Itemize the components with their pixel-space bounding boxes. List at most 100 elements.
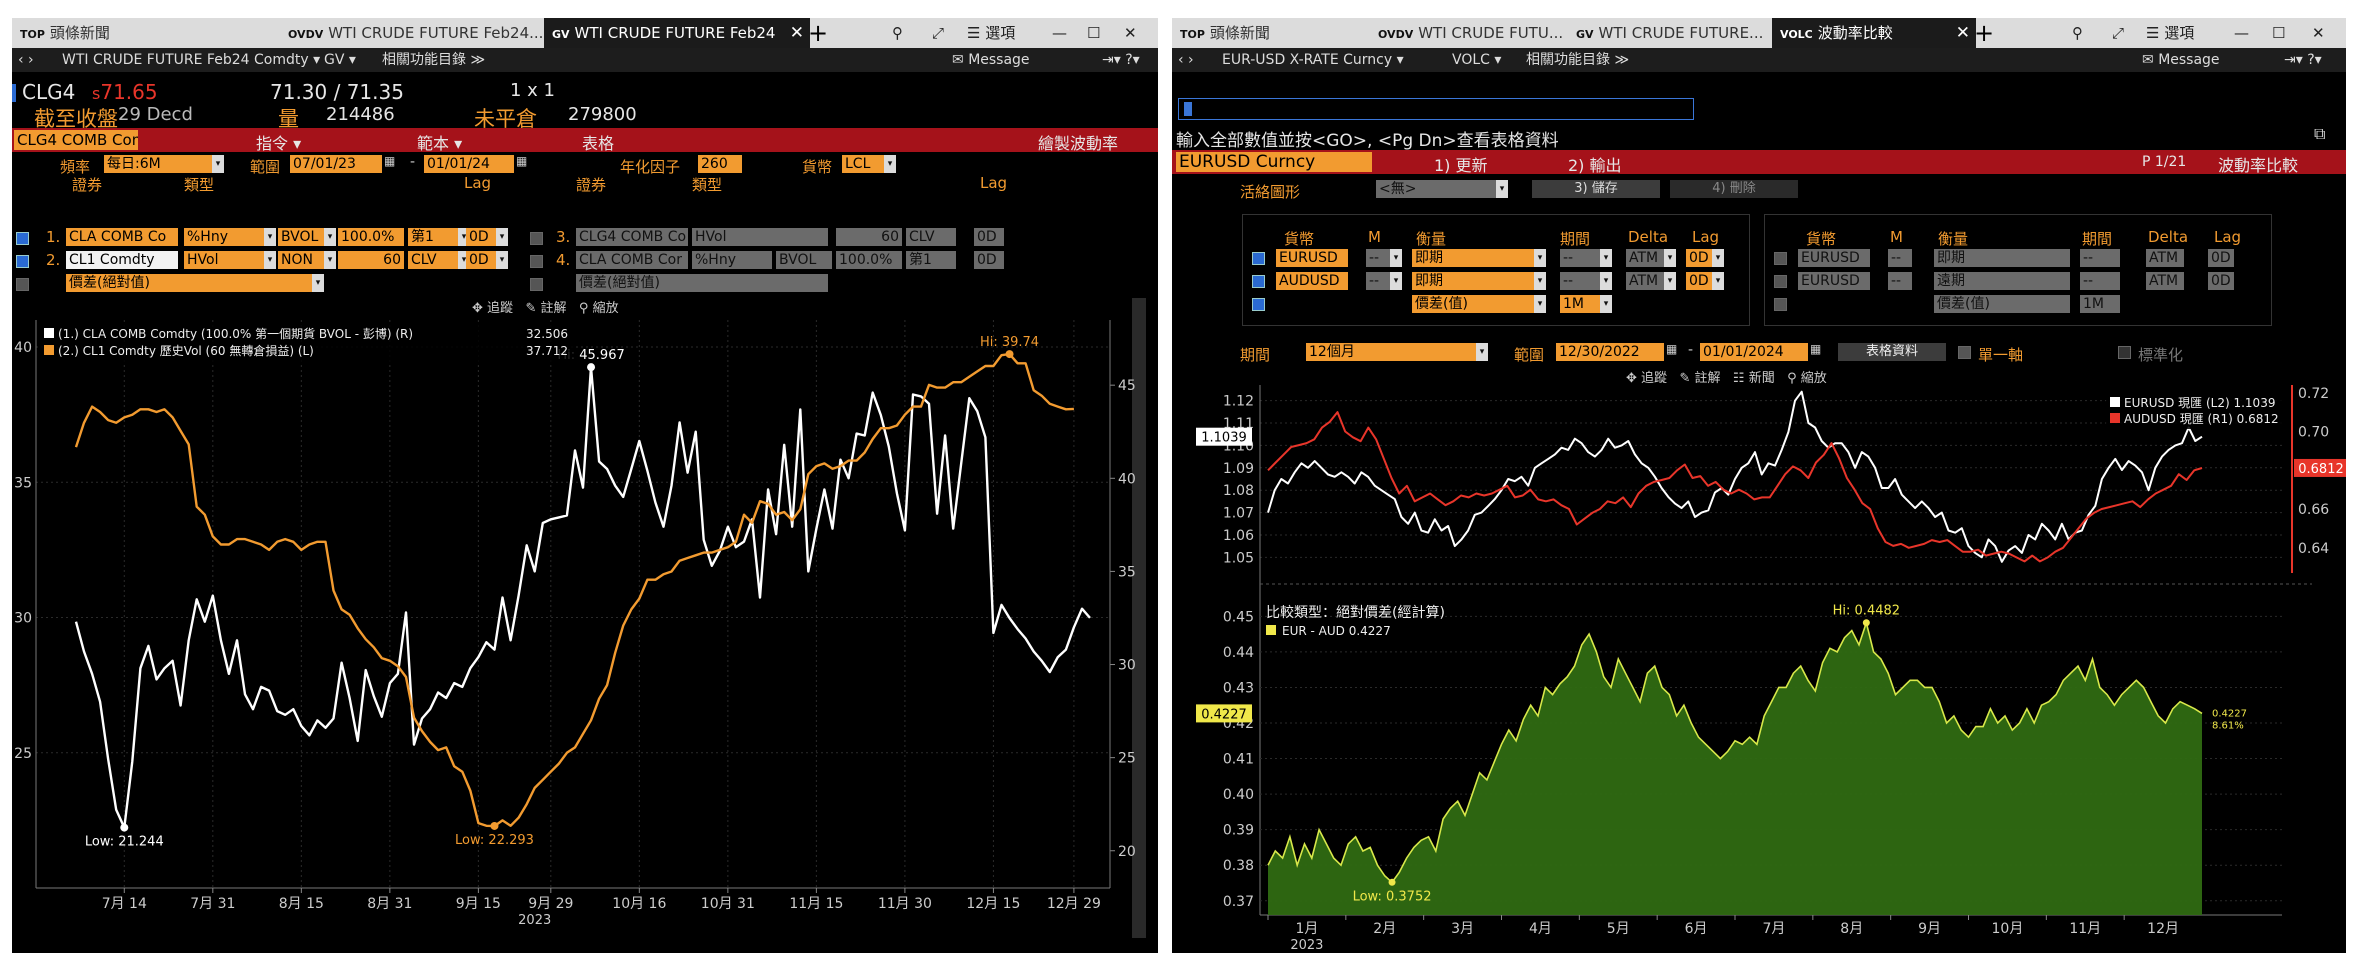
row-3-m[interactable]: -- <box>1888 249 1912 267</box>
tab-ovdv[interactable]: OVDV WTI CRUDE FUTURE Feb24... <box>288 24 544 42</box>
row-1-source[interactable]: BVOL <box>278 228 324 246</box>
maximize-icon[interactable]: ☐ <box>2272 24 2286 42</box>
table-menu[interactable]: 表格 <box>582 134 615 153</box>
dropdown-icon[interactable]: ▾ <box>1600 295 1612 313</box>
row-3-security[interactable]: CLG4 COMB Co <box>576 228 688 246</box>
row-1-delta[interactable]: ATM <box>1626 249 1664 267</box>
command-line-input[interactable] <box>1178 98 1694 120</box>
row-1-generic[interactable]: 第1 <box>408 228 458 246</box>
row-3-delta[interactable]: ATM <box>2146 249 2184 267</box>
back-forward-icon[interactable]: ‹ › <box>1178 52 1194 68</box>
row-4-m[interactable]: -- <box>1888 272 1912 290</box>
period-field[interactable]: 12個月 <box>1306 343 1476 361</box>
actions-menu[interactable]: 指令 ▾ <box>256 134 302 153</box>
row-3-lag[interactable]: 0D <box>974 228 1004 246</box>
row-2-source[interactable]: NON <box>278 251 324 269</box>
spread-measure[interactable]: 價差(值) <box>1934 295 2070 313</box>
row-3-type[interactable]: HVol <box>692 228 828 246</box>
spread-type-field[interactable]: 價差(絕對值) <box>576 274 828 292</box>
dropdown-icon[interactable]: ▾ <box>1534 249 1546 267</box>
save-button[interactable]: 3) 儲存 <box>1532 180 1660 198</box>
track-tool[interactable]: ✥ 追蹤 <box>472 301 514 316</box>
dropdown-icon[interactable]: ▾ <box>1496 180 1508 198</box>
function-selector[interactable]: GV ▾ <box>324 52 356 68</box>
annualization-field[interactable]: 260 <box>698 155 742 173</box>
dropdown-icon[interactable]: ▾ <box>1600 249 1612 267</box>
row-1-checkbox[interactable] <box>16 232 29 245</box>
range-end-field[interactable]: 01/01/24 <box>424 155 514 173</box>
row-2-measure[interactable]: 即期 <box>1412 272 1534 290</box>
row-2-lag[interactable]: 0D <box>1686 272 1712 290</box>
maximize-icon[interactable]: ☐ <box>1087 24 1101 42</box>
row-1-m[interactable]: -- <box>1366 249 1390 267</box>
row-1-currency[interactable]: EURUSD <box>1276 249 1348 267</box>
normalize-checkbox[interactable] <box>2118 346 2131 359</box>
dropdown-icon[interactable]: ▾ <box>1390 249 1402 267</box>
security-field[interactable]: EURUSD Curncy <box>1176 152 1372 172</box>
dropdown-icon[interactable]: ▾ <box>1534 295 1546 313</box>
row-1-lag[interactable]: 0D <box>466 228 496 246</box>
related-functions[interactable]: 相關功能目錄 ≫ <box>1526 52 1630 68</box>
message-button[interactable]: ✉ Message <box>2142 52 2220 68</box>
help-icon[interactable]: ⇥▾ ?▾ <box>1102 52 1140 68</box>
currency-field[interactable]: LCL <box>842 155 884 173</box>
refresh-button[interactable]: 1) 更新 <box>1434 156 1488 175</box>
search-icon[interactable]: ⚲ <box>2072 24 2083 42</box>
zoom-tool[interactable]: ⚲ 縮放 <box>578 301 619 316</box>
row-4-lag[interactable]: 0D <box>2208 272 2234 290</box>
row-4-type[interactable]: %Hny <box>692 251 772 269</box>
minimize-icon[interactable]: — <box>2234 24 2249 42</box>
help-icon[interactable]: ⇥▾ ?▾ <box>2284 52 2322 68</box>
dropdown-icon[interactable]: ▾ <box>324 251 336 269</box>
options-button[interactable]: ☰ 選項 <box>967 24 1016 42</box>
dropdown-icon[interactable]: ▾ <box>1664 272 1676 290</box>
row-4-delta[interactable]: ATM <box>2146 272 2184 290</box>
chart-sidebar-scrollbar[interactable] <box>1132 298 1146 938</box>
track-tool[interactable]: ✥ 追蹤 <box>1626 371 1668 386</box>
currency-dropdown-icon[interactable]: ▾ <box>884 155 896 173</box>
row-1-pct[interactable]: 100.0% <box>338 228 404 246</box>
dropdown-icon[interactable]: ▾ <box>324 228 336 246</box>
dropdown-icon[interactable]: ▾ <box>1712 272 1724 290</box>
row-3-period[interactable]: -- <box>2080 249 2120 267</box>
function-selector[interactable]: VOLC ▾ <box>1452 52 1502 68</box>
row-4-lag[interactable]: 0D <box>974 251 1004 269</box>
dropdown-icon[interactable]: ▾ <box>1534 272 1546 290</box>
dropdown-icon[interactable]: ▾ <box>1476 343 1488 361</box>
dropdown-icon[interactable]: ▾ <box>1664 249 1676 267</box>
row-1-period[interactable]: -- <box>1560 249 1600 267</box>
spread-checkbox[interactable] <box>1774 298 1787 311</box>
spread-checkbox[interactable] <box>16 278 29 291</box>
row-2-type[interactable]: HVol <box>184 251 264 269</box>
dropdown-icon[interactable]: ▾ <box>1712 249 1724 267</box>
close-window-icon[interactable]: ✕ <box>2312 24 2325 42</box>
new-tab-button[interactable]: + <box>808 19 829 47</box>
row-4-checkbox[interactable] <box>530 255 543 268</box>
row-4-security[interactable]: CLA COMB Cor <box>576 251 688 269</box>
row-3-lag[interactable]: 0D <box>2208 249 2234 267</box>
close-tab-icon[interactable]: ✕ <box>1955 23 1970 43</box>
row-2-period[interactable]: -- <box>1560 272 1600 290</box>
audusd-checkbox[interactable] <box>1252 275 1265 288</box>
row-1-type[interactable]: %Hny <box>184 228 264 246</box>
dropdown-icon[interactable]: ▾ <box>264 251 276 269</box>
row-3-currency[interactable]: EURUSD <box>1798 249 1870 267</box>
calendar-icon[interactable]: ▦ <box>1810 342 1822 356</box>
row-4-source[interactable]: BVOL <box>776 251 832 269</box>
annotate-tool[interactable]: ✎ 註解 <box>1679 371 1721 386</box>
options-button[interactable]: ☰ 選項 <box>2146 24 2195 42</box>
single-axis-checkbox[interactable] <box>1958 346 1971 359</box>
row-2-checkbox[interactable] <box>16 255 29 268</box>
tab-ovdv[interactable]: OVDV WTI CRUDE FUTU... <box>1378 24 1564 42</box>
range-start-field[interactable]: 12/30/2022 <box>1556 343 1664 361</box>
tab-top-news[interactable]: TOP 頭條新聞 <box>1180 24 1270 42</box>
expand-icon[interactable]: ⤢ <box>932 24 945 42</box>
tab-gv[interactable]: GV WTI CRUDE FUTURE Feb24 ✕ <box>544 18 810 48</box>
frequency-field[interactable]: 每日:6M <box>104 155 212 173</box>
row-2-security[interactable]: CL1 Comdty <box>66 251 178 269</box>
dropdown-icon[interactable]: ▾ <box>1390 272 1402 290</box>
row-3-checkbox[interactable] <box>1774 252 1787 265</box>
frequency-dropdown-icon[interactable]: ▾ <box>212 155 224 173</box>
spread-period[interactable]: 1M <box>1560 295 1600 313</box>
security-selector[interactable]: EUR-USD X-RATE Curncy ▾ <box>1222 52 1404 68</box>
